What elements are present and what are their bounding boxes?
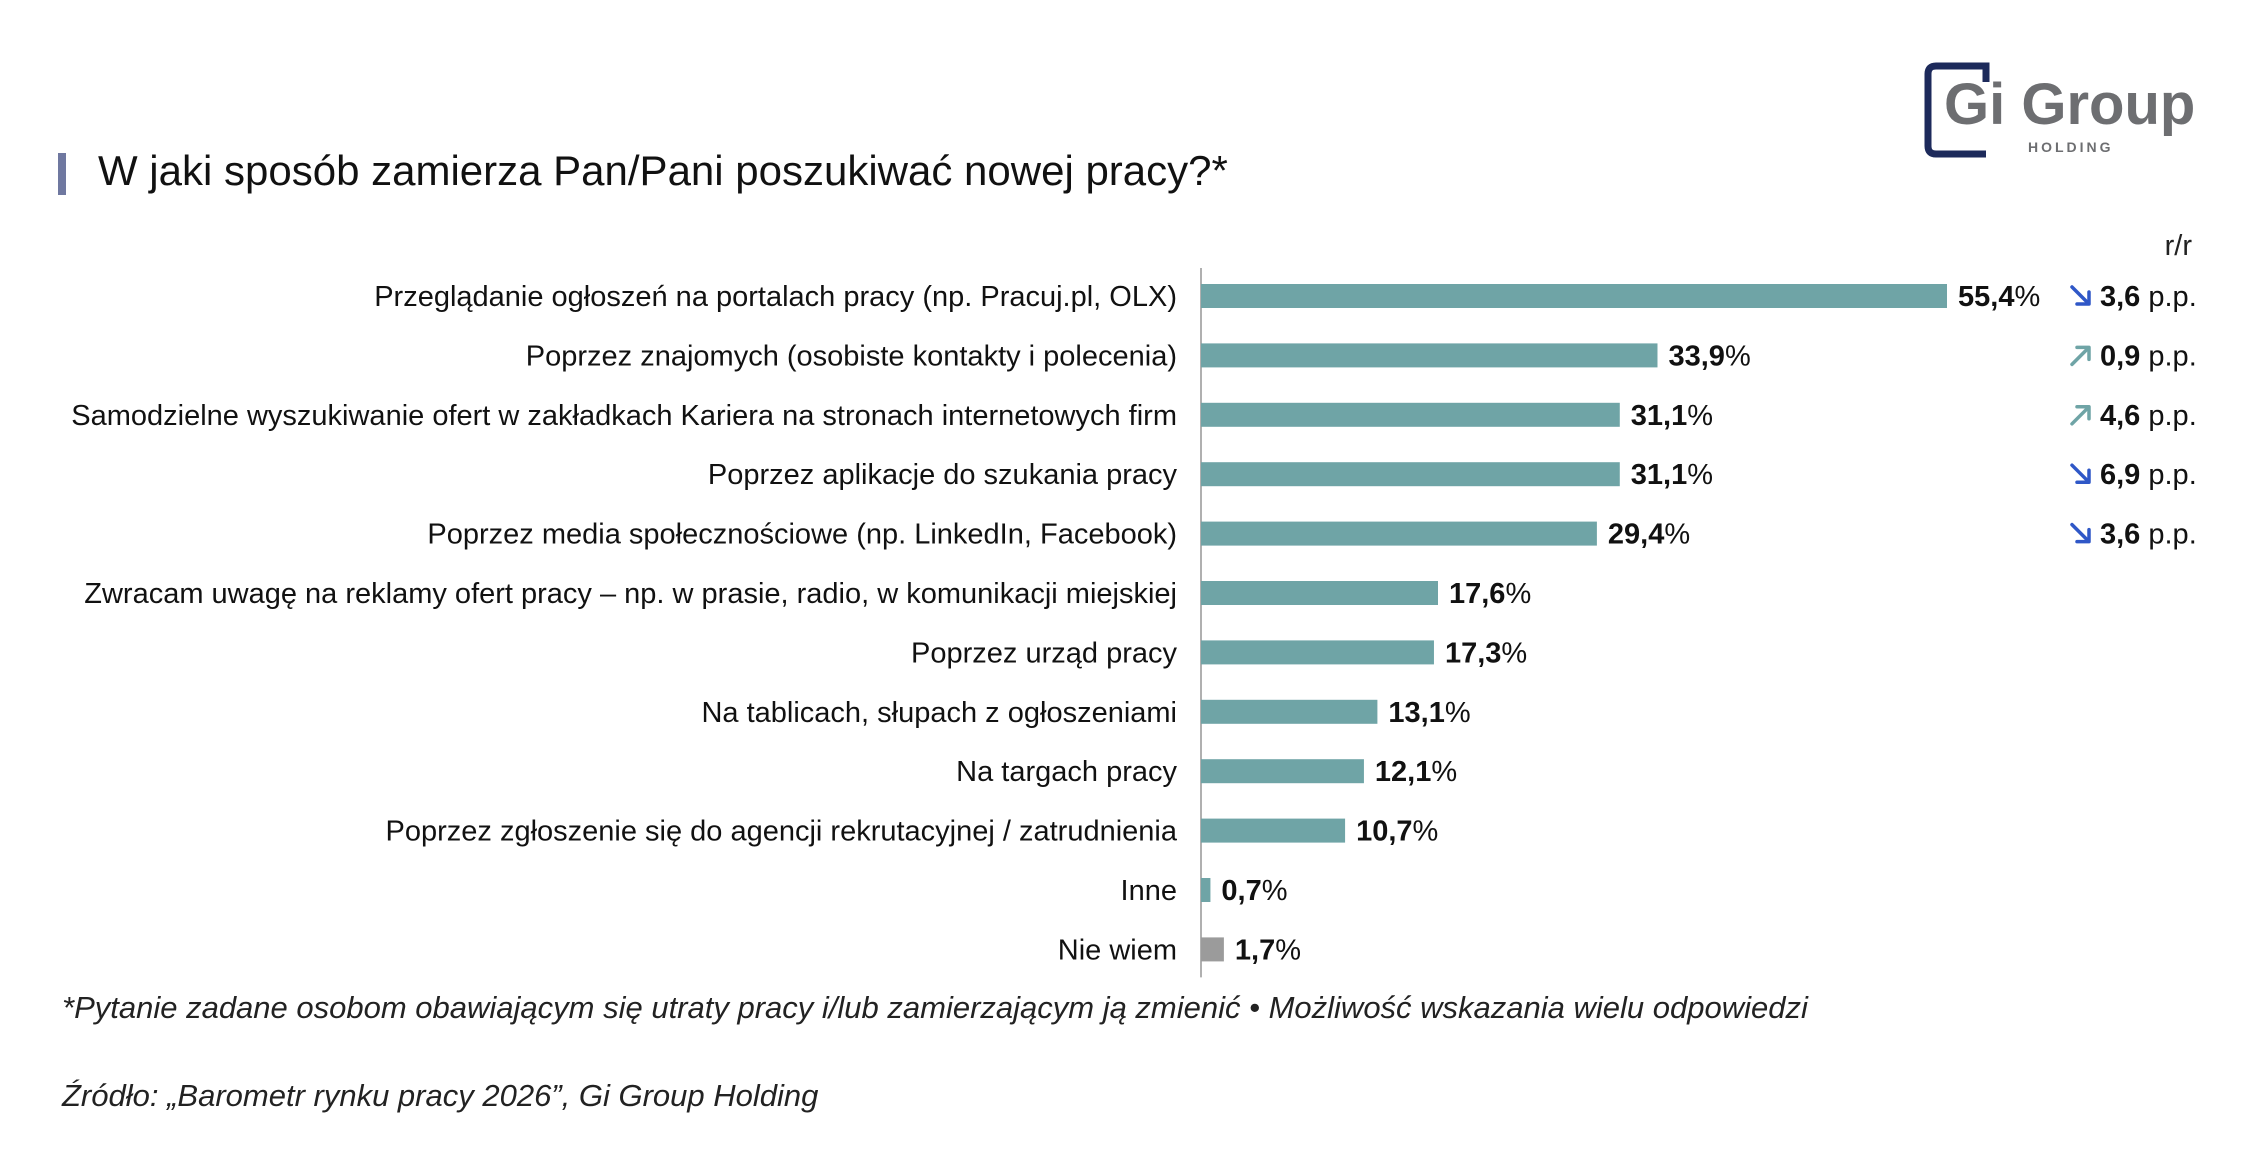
category-label: Poprzez media społecznościowe (np. Linke…	[427, 519, 1177, 551]
bar	[1201, 699, 1378, 724]
category-label: Na tablicach, słupach z ogłoszeniami	[701, 697, 1177, 729]
change-label: 4,6 p.p.	[2100, 400, 2197, 432]
change-label: 0,9 p.p.	[2100, 340, 2197, 372]
footnote: *Pytanie zadane osobom obawiającym się u…	[62, 990, 1808, 1025]
bar	[1201, 284, 1947, 308]
arrow-up-icon	[2070, 346, 2090, 367]
value-label: 31,1%	[1631, 400, 1713, 432]
logo-subtext: HOLDING	[2028, 139, 2114, 155]
title-accent-bar	[58, 153, 66, 195]
category-label: Poprzez zgłoszenie się do agencji rekrut…	[386, 816, 1178, 848]
bar	[1201, 462, 1620, 487]
arrow-down-head-icon	[2075, 527, 2091, 544]
value-label: 13,1%	[1388, 697, 1470, 729]
bar	[1201, 818, 1346, 843]
change-label: 3,6 p.p.	[2100, 519, 2197, 551]
logo-wordmark: Gi Group	[1944, 72, 2195, 137]
category-label: Poprzez znajomych (osobiste kontakty i p…	[526, 340, 1177, 372]
bar	[1201, 937, 1224, 962]
arrow-down-icon	[2070, 285, 2090, 305]
category-label: Przeglądanie ogłoszeń na portalach pracy…	[374, 281, 1177, 313]
change-label: 6,9 p.p.	[2100, 459, 2197, 491]
bar	[1201, 402, 1620, 427]
value-label: 10,7%	[1356, 816, 1438, 848]
value-label: 33,9%	[1668, 340, 1750, 372]
arrow-up-head-icon	[2075, 405, 2091, 421]
bar-chart: Przeglądanie ogłoszeń na portalach pracy…	[71, 268, 2197, 978]
logo-bracket	[1924, 62, 1986, 158]
value-label: 31,1%	[1631, 459, 1713, 491]
category-label: Inne	[1121, 875, 1177, 907]
value-label: 17,3%	[1445, 637, 1527, 669]
arrow-down-head-icon	[2075, 290, 2091, 306]
change-column-header: r/r	[2164, 230, 2192, 262]
category-label: Samodzielne wyszukiwanie ofert w zakładk…	[71, 400, 1177, 432]
value-label: 0,7%	[1221, 875, 1287, 907]
category-label: Zwracam uwagę na reklamy ofert pracy – n…	[84, 578, 1177, 610]
bar	[1201, 343, 1658, 368]
value-label: 12,1%	[1375, 756, 1457, 788]
source-note: Źródło: „Barometr rynku pracy 2026”, Gi …	[62, 1078, 819, 1113]
bar	[1201, 581, 1438, 605]
arrow-up-icon	[2070, 406, 2090, 426]
arrow-down-head-icon	[2075, 468, 2091, 484]
bar	[1201, 759, 1364, 784]
bar	[1201, 878, 1211, 902]
change-label: 3,6 p.p.	[2100, 281, 2197, 313]
bar	[1201, 640, 1434, 665]
bar	[1201, 521, 1597, 546]
arrow-down-icon	[2070, 522, 2090, 543]
gi-group-logo: Gi Group HOLDING	[1924, 62, 2195, 158]
category-label: Poprzez urząd pracy	[911, 637, 1177, 669]
category-label: Nie wiem	[1058, 934, 1177, 966]
chart-title: W jaki sposób zamierza Pan/Pani poszukiw…	[98, 147, 1228, 194]
value-label: 17,6%	[1449, 578, 1531, 610]
category-label: Poprzez aplikacje do szukania pracy	[708, 459, 1178, 491]
value-label: 29,4%	[1608, 519, 1690, 551]
arrow-up-head-icon	[2075, 345, 2091, 362]
arrow-down-icon	[2070, 463, 2090, 483]
value-label: 55,4%	[1958, 281, 2040, 313]
logo-bracket-right	[1962, 62, 1990, 82]
category-label: Na targach pracy	[956, 756, 1177, 788]
value-label: 1,7%	[1235, 934, 1301, 966]
